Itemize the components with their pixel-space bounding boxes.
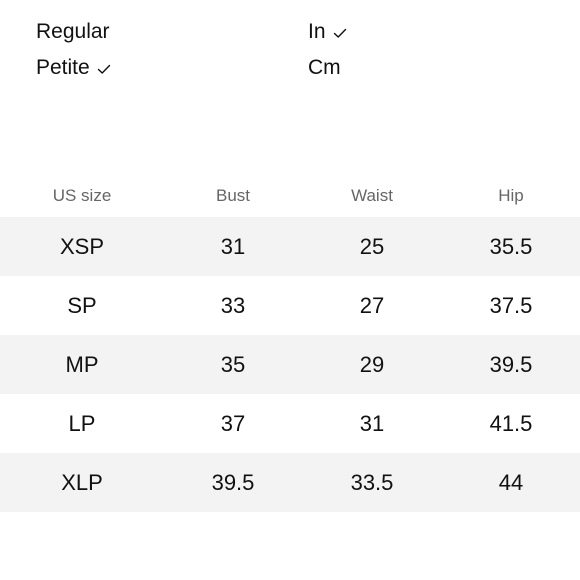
column-header-bust: Bust [215, 186, 251, 205]
hip-cell: 37.5 [489, 292, 533, 318]
hip-cell: 35.5 [489, 233, 533, 259]
table-row: XLP 39.5 33.5 44 [0, 453, 580, 512]
unit-option-in[interactable]: In [308, 18, 348, 46]
check-icon [96, 61, 112, 77]
column-header-waist: Waist [351, 186, 393, 205]
hip-cell: 44 [498, 469, 524, 495]
size-chart-table: US size Bust Waist Hip XSP 31 25 35.5 SP… [0, 175, 580, 512]
size-cell: SP [67, 292, 97, 318]
unit-options: In Cm [308, 18, 348, 82]
fit-option-label: Petite [36, 56, 90, 79]
fit-options: Regular Petite [36, 18, 112, 82]
size-cell: MP [65, 351, 99, 377]
bust-cell: 33 [220, 292, 246, 318]
table-header-row: US size Bust Waist Hip [0, 175, 580, 217]
waist-cell: 33.5 [350, 469, 394, 495]
column-header-hip: Hip [498, 186, 524, 205]
bust-cell: 39.5 [211, 469, 255, 495]
size-cell: XSP [59, 233, 105, 259]
fit-option-petite[interactable]: Petite [36, 54, 112, 82]
bust-cell: 35 [220, 351, 246, 377]
column-header-us-size: US size [52, 186, 112, 205]
fit-option-regular[interactable]: Regular [36, 18, 112, 46]
waist-cell: 25 [359, 233, 385, 259]
hip-cell: 39.5 [489, 351, 533, 377]
size-cell: XLP [61, 469, 103, 495]
check-icon [332, 25, 348, 41]
hip-cell: 41.5 [489, 410, 533, 436]
waist-cell: 31 [359, 410, 385, 436]
bust-cell: 31 [220, 233, 246, 259]
waist-cell: 27 [359, 292, 385, 318]
unit-option-cm[interactable]: Cm [308, 54, 348, 82]
size-cell: LP [68, 410, 96, 436]
table-row: SP 33 27 37.5 [0, 276, 580, 335]
waist-cell: 29 [359, 351, 385, 377]
table-row: MP 35 29 39.5 [0, 335, 580, 394]
table-row: LP 37 31 41.5 [0, 394, 580, 453]
fit-option-label: Regular [36, 20, 110, 43]
bust-cell: 37 [220, 410, 246, 436]
unit-option-label: In [308, 20, 326, 43]
unit-option-label: Cm [308, 56, 341, 79]
table-row: XSP 31 25 35.5 [0, 217, 580, 276]
